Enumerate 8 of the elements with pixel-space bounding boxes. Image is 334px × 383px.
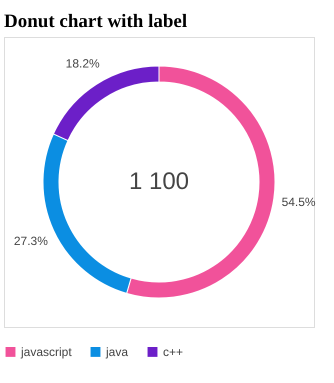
data-label: 18.2% [66,56,100,70]
legend-label: javascript [20,344,72,359]
data-label: 27.3% [14,234,48,248]
chart-title: Donut chart with label [4,11,188,32]
text: 1 100 [128,168,190,195]
legend-label: c++ [163,344,184,359]
data-label: 54.5% [282,194,316,209]
legend-label: java [105,344,128,359]
